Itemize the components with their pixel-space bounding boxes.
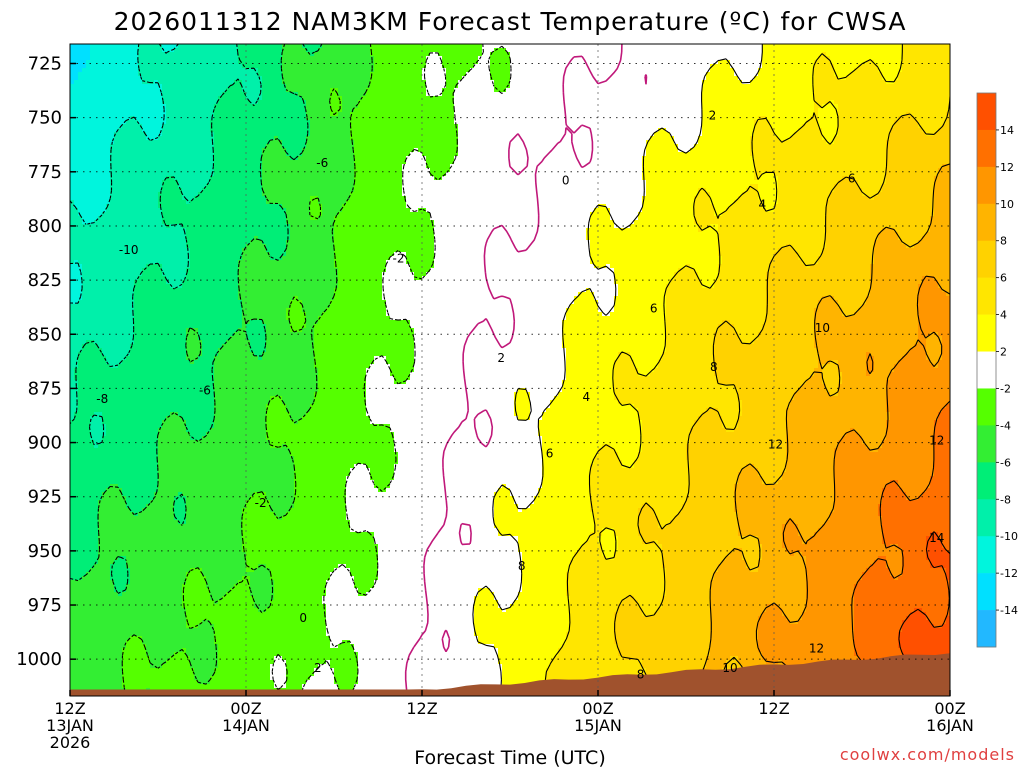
y-tick-label: 775 xyxy=(28,162,62,183)
x-tick-label: 16JAN xyxy=(926,716,974,735)
colorbar-swatch xyxy=(977,278,996,315)
y-tick-label: 975 xyxy=(28,595,62,616)
contour-label: 2 xyxy=(709,108,717,122)
y-tick-label: 825 xyxy=(28,270,62,291)
colorbar-tick-label: -14 xyxy=(1000,604,1018,617)
colorbar-tick-label: 8 xyxy=(1000,235,1007,248)
x-tick-label: 14JAN xyxy=(222,716,270,735)
contour-label: -2 xyxy=(393,251,405,265)
contour-label: 0 xyxy=(562,173,570,187)
credit-text: coolwx.com/models xyxy=(840,745,1015,764)
colorbar-tick-label: -12 xyxy=(1000,567,1018,580)
plot-area xyxy=(70,44,950,696)
contour-label: 4 xyxy=(582,390,590,404)
contour-label: -6 xyxy=(316,156,328,170)
colorbar-swatch xyxy=(977,425,996,462)
contour-label: 2 xyxy=(497,351,505,365)
colorbar-tick-label: -8 xyxy=(1000,493,1011,506)
contour-label: 12 xyxy=(929,433,944,447)
x-tick-label: 2026 xyxy=(50,733,91,752)
contour-label: 8 xyxy=(518,559,526,573)
colorbar-swatch xyxy=(977,93,996,130)
colorbar-tick-label: -10 xyxy=(1000,530,1018,543)
colorbar-tick-label: 2 xyxy=(1000,346,1007,359)
colorbar-tick-label: 12 xyxy=(1000,161,1014,174)
contour-label: 8 xyxy=(637,667,645,681)
contour-label: 6 xyxy=(546,446,554,460)
colorbar-legend: 14 12 10 8 6 4 2 -2 -4 -6 -8 -10 -12 -14 xyxy=(977,93,1018,647)
colorbar-swatch xyxy=(977,388,996,425)
x-tick-label: 15JAN xyxy=(574,716,622,735)
colorbar-swatch xyxy=(977,573,996,610)
y-tick-label: 925 xyxy=(28,487,62,508)
colorbar-tick-label: 4 xyxy=(1000,309,1007,322)
colorbar-swatch xyxy=(977,462,996,499)
contour-label: 0 xyxy=(299,611,307,625)
contour-label: 4 xyxy=(758,197,766,211)
colorbar-swatch xyxy=(977,167,996,204)
colorbar-tick-label: 10 xyxy=(1000,198,1014,211)
colorbar-tick-label: -2 xyxy=(1000,382,1011,395)
colorbar-swatch xyxy=(977,130,996,167)
colorbar-swatch xyxy=(977,315,996,352)
contour-label: 12 xyxy=(768,438,783,452)
contour-label: -6 xyxy=(199,384,211,398)
colorbar-tick-label: -6 xyxy=(1000,456,1011,469)
chart-title: 2026011312 NAM3KM Forecast Temperature (… xyxy=(114,7,907,36)
y-tick-label: 900 xyxy=(28,433,62,454)
y-tick-label: 850 xyxy=(28,324,62,345)
contour-label: 10 xyxy=(722,661,737,675)
contour-label: 6 xyxy=(848,171,856,185)
contour-label: 6 xyxy=(650,301,658,315)
colorbar-tick-label: -4 xyxy=(1000,419,1011,432)
y-tick-label: 725 xyxy=(28,53,62,74)
contour-label: 12 xyxy=(809,641,824,655)
contour-label: -8 xyxy=(96,392,108,406)
colorbar-swatch xyxy=(977,204,996,241)
contour-label: -2 xyxy=(255,496,267,510)
contour-label: 8 xyxy=(710,360,718,374)
contour-label: -10 xyxy=(119,243,139,257)
colorbar-swatch xyxy=(977,241,996,278)
colorbar-swatch xyxy=(977,536,996,573)
y-tick-label: 875 xyxy=(28,378,62,399)
colorbar-tick-label: 14 xyxy=(1000,124,1014,137)
y-tick-label: 950 xyxy=(28,541,62,562)
colorbar-tick-label: 6 xyxy=(1000,272,1007,285)
contour-label: 14 xyxy=(929,531,944,545)
contour-label: 2 xyxy=(314,661,322,675)
colorbar-swatch xyxy=(977,499,996,536)
y-axis: 725 750 775 800 825 850 875 900 925 950 975 1000 xyxy=(16,53,76,670)
x-tick-label: 12Z xyxy=(406,699,437,718)
x-tick-label: 12Z xyxy=(758,699,789,718)
contour-label: 10 xyxy=(815,321,830,335)
colorbar-swatch xyxy=(977,610,996,647)
y-tick-label: 750 xyxy=(28,108,62,129)
colorbar-swatch xyxy=(977,352,996,389)
y-tick-label: 800 xyxy=(28,216,62,237)
y-tick-label: 1000 xyxy=(16,649,62,670)
x-axis-label: Forecast Time (UTC) xyxy=(414,747,605,768)
